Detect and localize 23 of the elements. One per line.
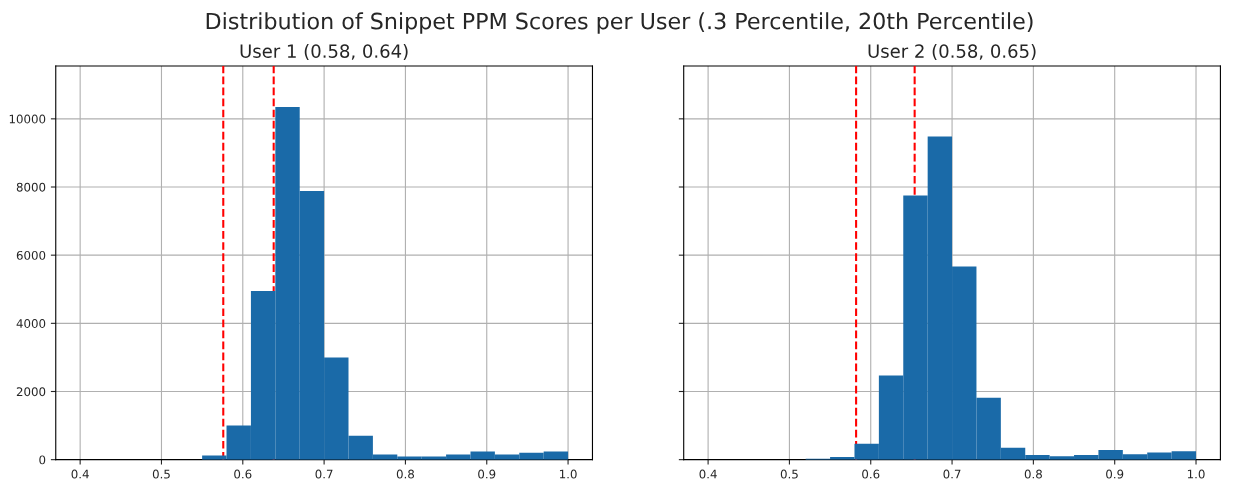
x-tick-label: 0.8 xyxy=(1024,469,1042,479)
y-tick-label: 6000 xyxy=(16,250,46,260)
chart-title: Distribution of Snippet PPM Scores per User (.3 Percentile, 20th Percentile) xyxy=(206,12,1033,34)
x-tick-label: 0.6 xyxy=(862,469,880,479)
x-tick-label: 0.9 xyxy=(478,469,496,479)
y-tick-label: 0 xyxy=(39,455,46,465)
x-tick-label: 0.7 xyxy=(315,469,333,479)
x-tick-label: 0.4 xyxy=(699,469,717,479)
x-tick-label: 1.0 xyxy=(559,469,577,479)
chart-subtitle: User 2 (0.58, 0.65) xyxy=(868,43,1036,61)
y-tick-label: 4000 xyxy=(16,319,46,328)
x-tick-label: 0.5 xyxy=(152,469,170,479)
x-tick-label: 0.7 xyxy=(943,469,961,479)
y-tick-label: 2000 xyxy=(16,387,46,397)
x-tick-label: 0.5 xyxy=(780,469,798,479)
x-tick-label: 1.0 xyxy=(1187,469,1205,479)
x-tick-label: 0.8 xyxy=(396,469,415,479)
chart-subtitle: User 1 (0.58, 0.64) xyxy=(240,43,408,61)
y-tick-label: 8000 xyxy=(16,182,46,192)
x-tick-label: 0.6 xyxy=(234,469,252,479)
x-tick-label: 0.4 xyxy=(71,469,89,479)
x-tick-label: 0.9 xyxy=(1106,469,1124,479)
y-tick-label: 10000 xyxy=(9,114,46,124)
